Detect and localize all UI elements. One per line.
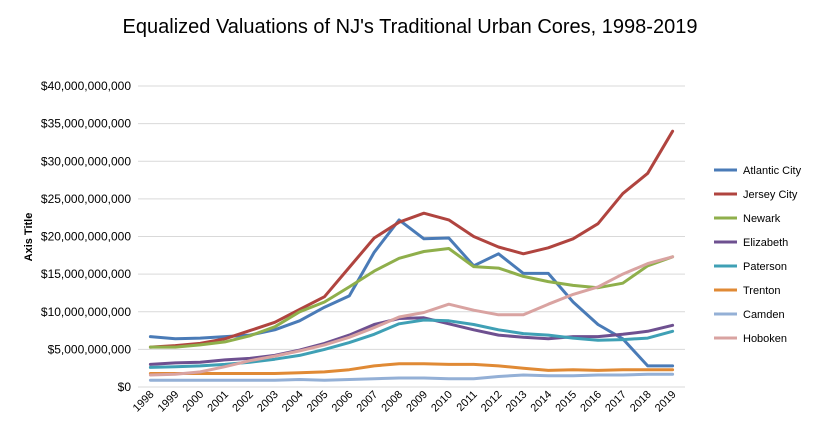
x-tick-label: 2012 xyxy=(479,389,505,415)
y-tick-label: $15,000,000,000 xyxy=(41,267,131,281)
y-tick-label: $25,000,000,000 xyxy=(41,192,131,206)
legend: Atlantic City Jersey City Newark Elizabeth P… xyxy=(714,165,802,345)
x-tick-label: 1998 xyxy=(131,389,157,415)
x-tick-label: 2000 xyxy=(180,389,206,415)
legend-label-elizabeth: Elizabeth xyxy=(743,237,788,249)
x-tick-label: 2017 xyxy=(603,389,629,415)
chart-title: Equalized Valuations of NJ's Traditional… xyxy=(123,16,698,38)
x-tick-label: 2010 xyxy=(429,389,455,415)
series-line-elizabeth xyxy=(148,316,675,366)
x-tick-label: 1999 xyxy=(156,389,182,415)
series-line-jersey-city xyxy=(148,129,675,349)
series-line-trenton xyxy=(148,362,675,375)
legend-label-trenton: Trenton xyxy=(743,285,781,297)
series-line-atlantic-city xyxy=(148,218,675,368)
legend-label-atlantic-city: Atlantic City xyxy=(743,165,802,177)
gridlines xyxy=(138,85,685,388)
x-tick-label: 2019 xyxy=(653,389,679,415)
x-tick-label: 2013 xyxy=(504,389,530,415)
series-line-camden xyxy=(148,372,675,382)
x-tick-label: 2008 xyxy=(379,389,405,415)
x-axis-ticks: 1998 1999 2000 2001 2002 2003 2004 2005 2006 2007… xyxy=(131,389,679,415)
y-axis-ticks: $0 $5,000,000,000 $10,000,000,000 $15,000,0… xyxy=(41,79,131,394)
x-tick-label: 2006 xyxy=(330,389,356,415)
legend-label-jersey-city: Jersey City xyxy=(743,189,798,201)
y-tick-label: $0 xyxy=(118,380,132,394)
x-tick-label: 2014 xyxy=(529,389,555,415)
x-tick-label: 2003 xyxy=(255,389,281,415)
y-axis-title: Axis Title xyxy=(23,213,35,262)
legend-label-camden: Camden xyxy=(743,309,785,321)
x-tick-label: 2011 xyxy=(455,389,480,414)
legend-label-hoboken: Hoboken xyxy=(743,333,787,345)
x-tick-label: 2004 xyxy=(280,389,306,415)
x-tick-label: 2007 xyxy=(355,389,381,415)
y-tick-label: $40,000,000,000 xyxy=(41,79,131,93)
x-tick-label: 2001 xyxy=(205,389,231,415)
x-tick-label: 2002 xyxy=(230,389,256,415)
y-tick-label: $30,000,000,000 xyxy=(41,154,131,168)
legend-label-paterson: Paterson xyxy=(743,261,787,273)
x-tick-label: 2016 xyxy=(578,389,604,415)
series-line-hoboken xyxy=(148,255,675,377)
legend-label-newark: Newark xyxy=(743,213,781,225)
x-tick-label: 2005 xyxy=(305,389,331,415)
series-lines xyxy=(148,129,675,382)
y-tick-label: $10,000,000,000 xyxy=(41,305,131,319)
y-tick-label: $35,000,000,000 xyxy=(41,117,131,131)
series-line-newark xyxy=(148,247,675,349)
y-tick-label: $5,000,000,000 xyxy=(48,342,132,356)
x-tick-label: 2018 xyxy=(628,389,654,415)
x-tick-label: 2015 xyxy=(553,389,579,415)
x-tick-label: 2009 xyxy=(404,389,430,415)
y-tick-label: $20,000,000,000 xyxy=(41,230,131,244)
